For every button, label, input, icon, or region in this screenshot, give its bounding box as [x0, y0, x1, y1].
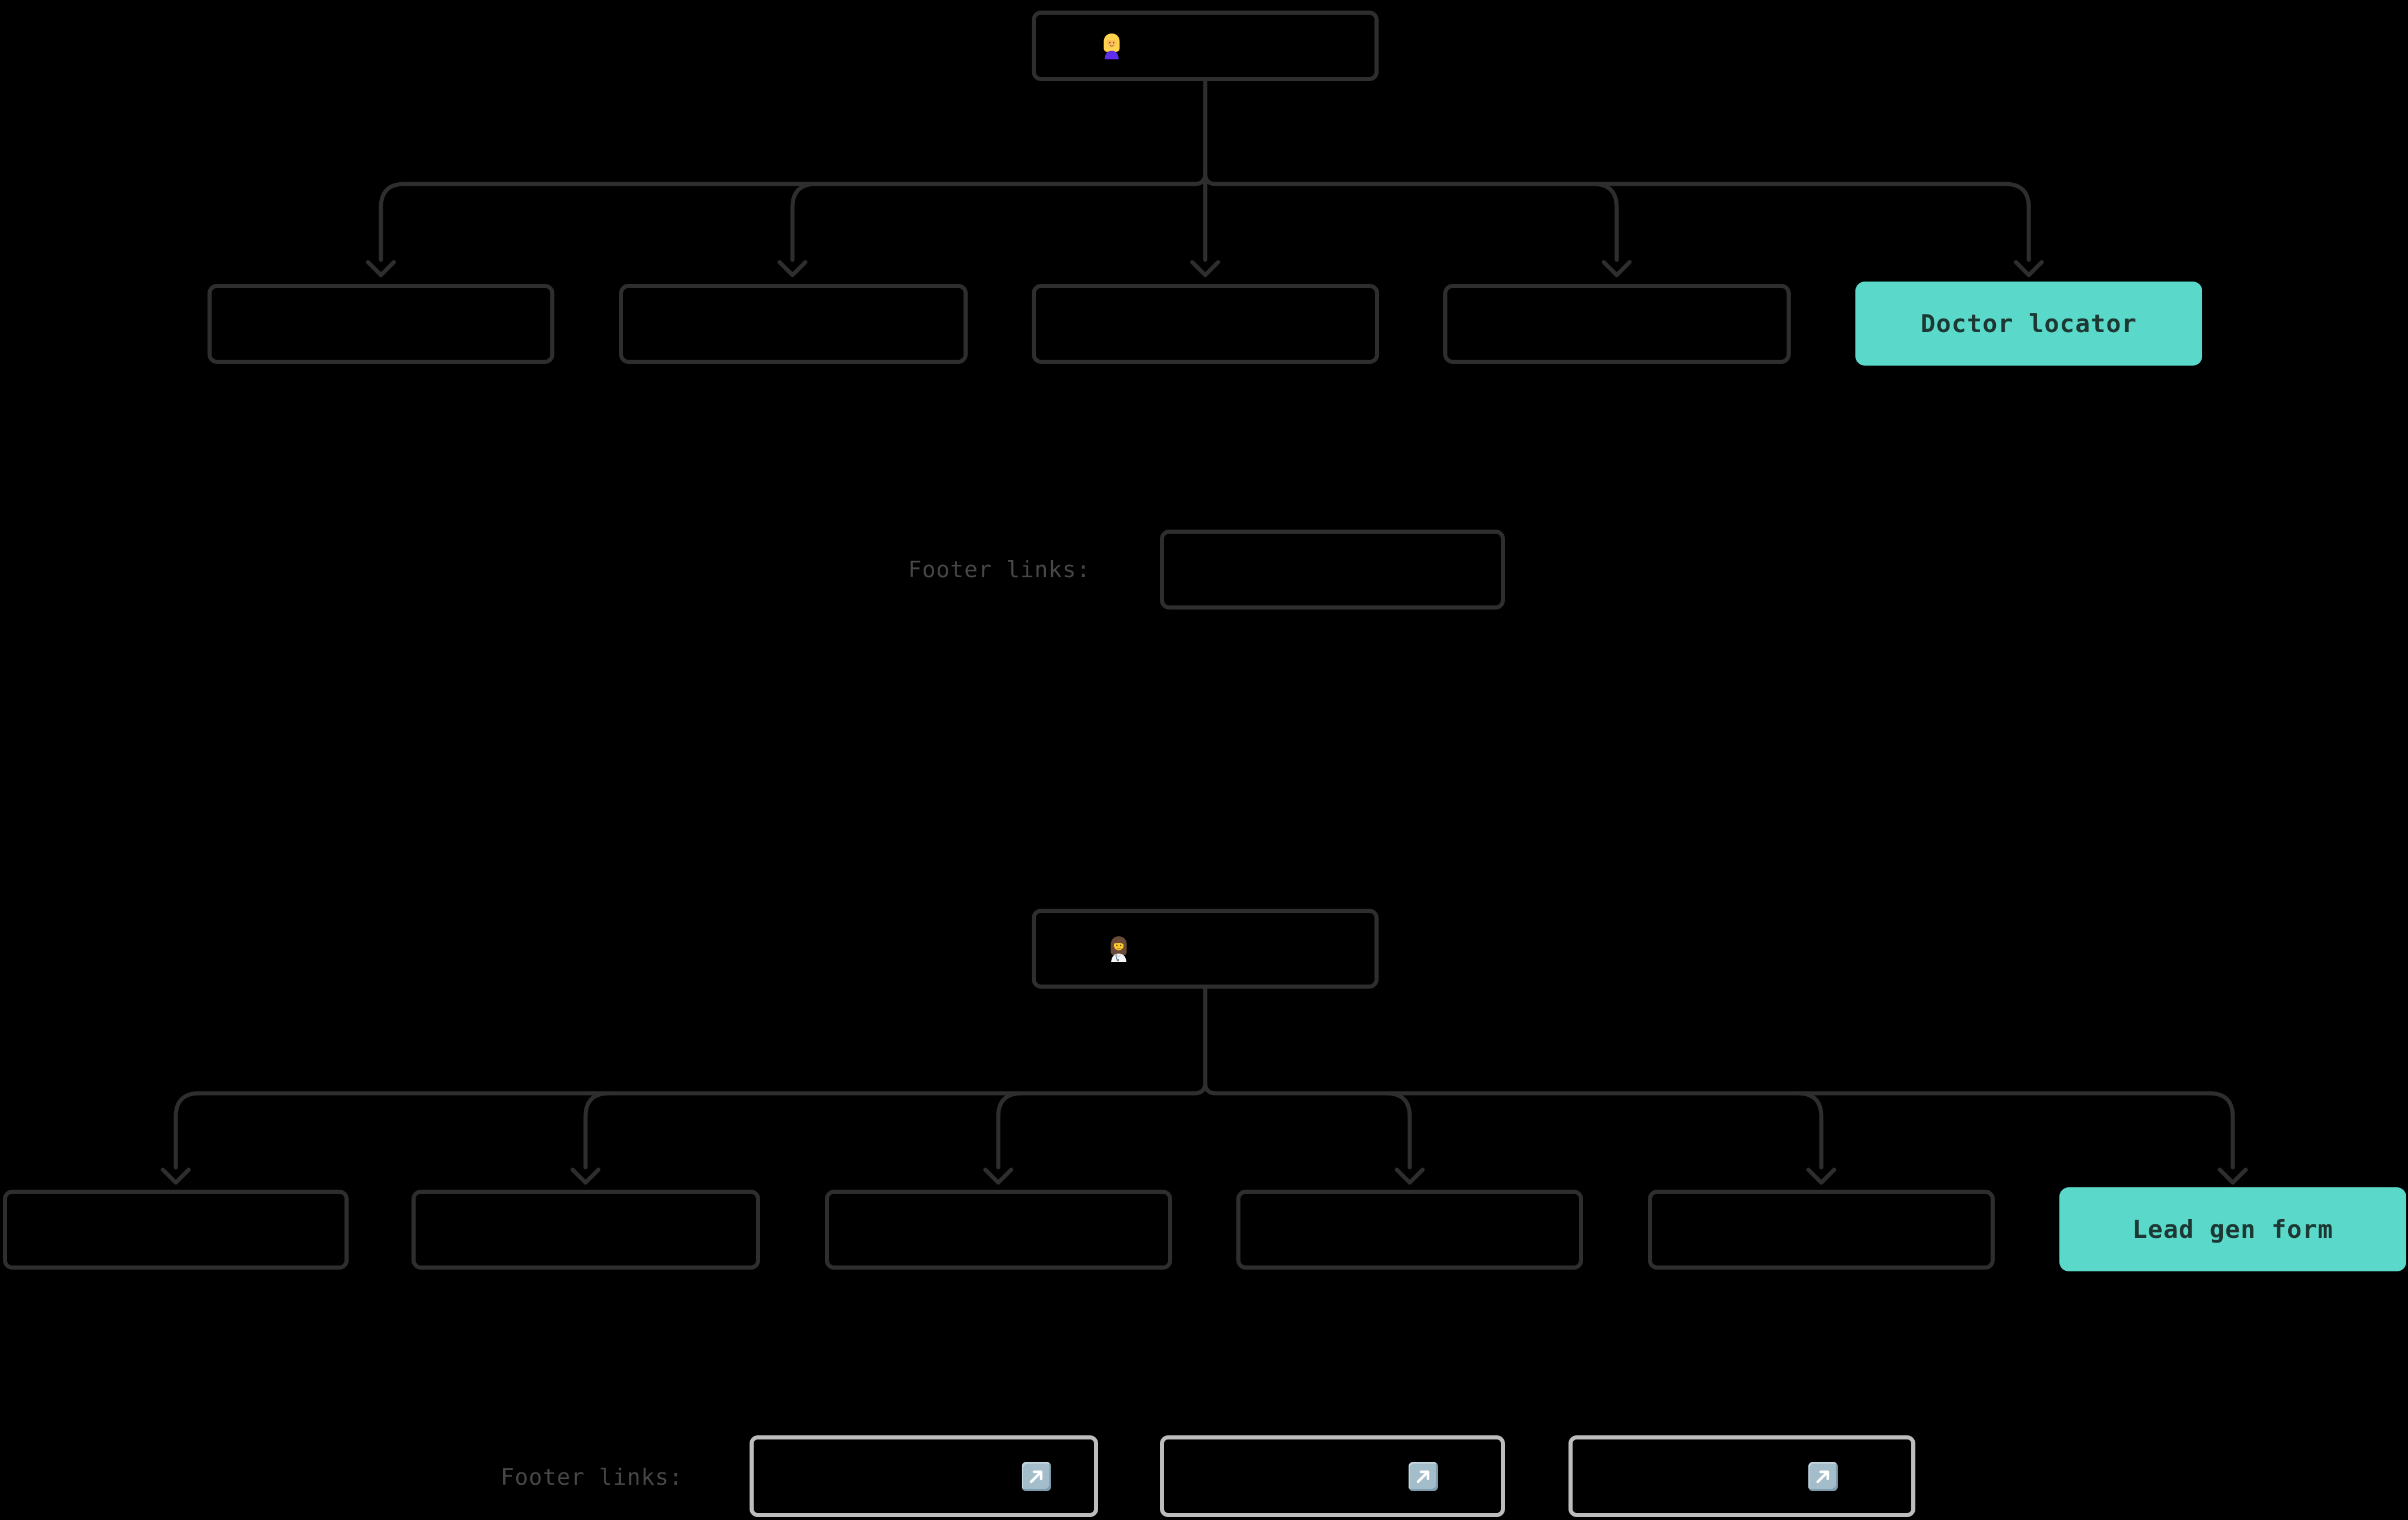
tree2-connectors — [160, 986, 2248, 1185]
tree2-child-node[interactable] — [825, 1190, 1172, 1270]
tree1-child-node[interactable] — [1032, 284, 1379, 364]
tree2-root-node[interactable] — [1032, 909, 1379, 989]
woman-health-worker-emoji — [1106, 935, 1131, 962]
tree2-child-node[interactable] — [1648, 1190, 1995, 1270]
tree1-footer-links-label: Footer links: — [908, 557, 1091, 582]
tree1-root-node[interactable] — [1032, 11, 1379, 81]
tree2-footer-link-node[interactable] — [1568, 1435, 1915, 1517]
tree2-footer-link-node[interactable] — [1160, 1435, 1505, 1517]
tree2-child-node[interactable] — [1236, 1190, 1583, 1270]
tree2-lead-gen-form-node[interactable]: Lead gen form — [2059, 1187, 2406, 1271]
woman-blonde-emoji — [1099, 32, 1124, 59]
tree2-footer-link-node[interactable] — [750, 1435, 1098, 1517]
doctor-locator-label: Doctor locator — [1920, 309, 2137, 338]
tree2-child-node[interactable] — [3, 1190, 349, 1270]
tree1-doctor-locator-node[interactable]: Doctor locator — [1855, 282, 2202, 366]
external-link-icon — [1409, 1462, 1438, 1491]
external-link-icon — [1022, 1462, 1051, 1491]
tree1-child-node[interactable] — [208, 284, 554, 364]
lead-gen-form-label: Lead gen form — [2132, 1215, 2333, 1244]
tree1-child-node[interactable] — [619, 284, 968, 364]
tree1-connectors — [366, 79, 2044, 277]
external-link-icon — [1808, 1462, 1838, 1491]
tree1-footer-link-node[interactable] — [1160, 530, 1505, 610]
tree2-child-node[interactable] — [412, 1190, 760, 1270]
tree2-footer-links-label: Footer links: — [500, 1464, 683, 1490]
tree1-child-node[interactable] — [1443, 284, 1791, 364]
